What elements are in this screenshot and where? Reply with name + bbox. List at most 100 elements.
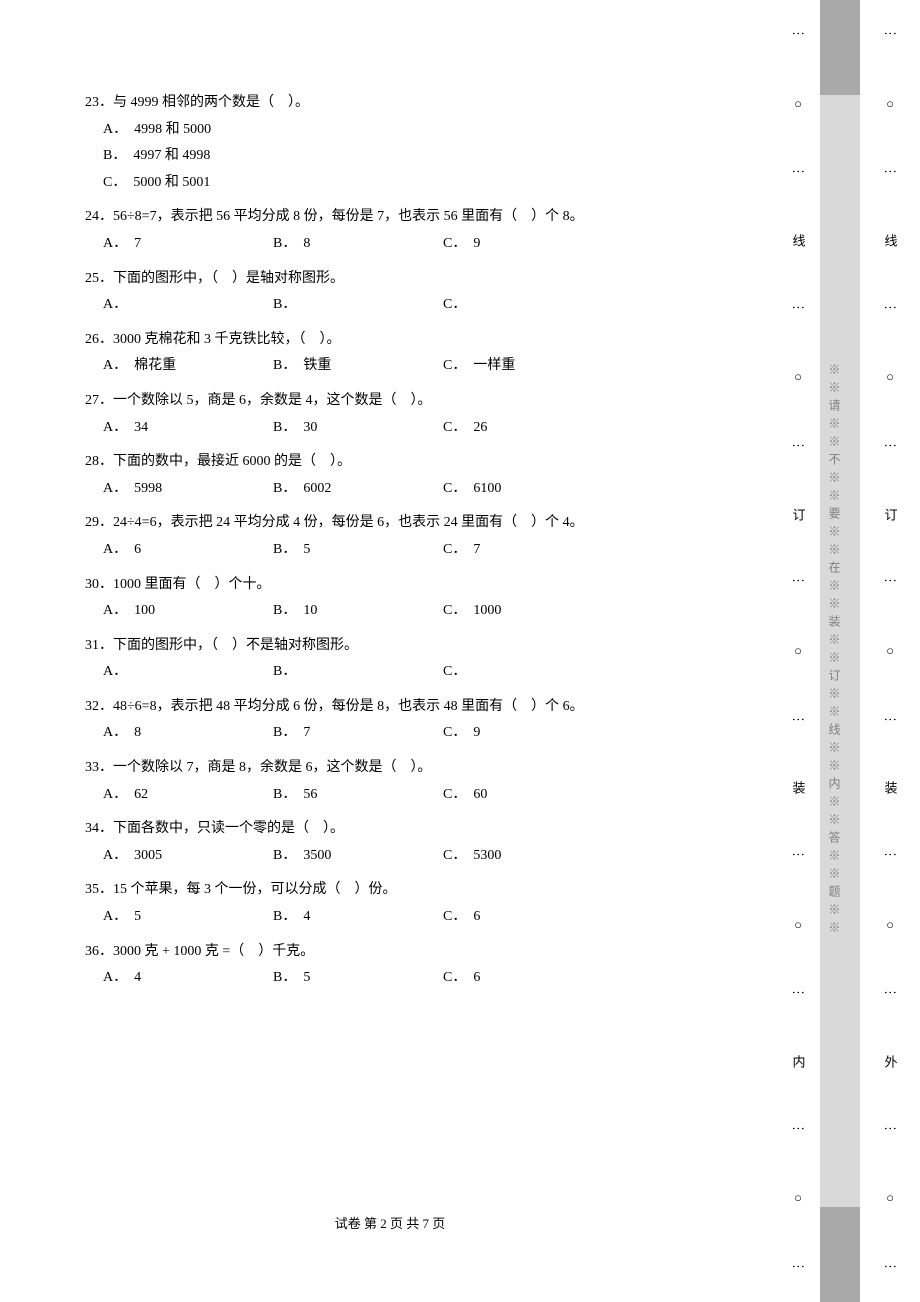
option-label: B． [273, 848, 289, 863]
margin-circle: ○ [886, 96, 894, 112]
page-footer: 试卷 第 2 页 共 7 页 [0, 1213, 780, 1232]
option-label: A． [103, 481, 120, 496]
margin-dots: ⋮ [882, 713, 898, 728]
margin-char: 订 [789, 508, 808, 521]
options-row: A． 6B． 5C． 7 [85, 537, 740, 564]
margin-dots: ⋮ [790, 27, 806, 42]
binding-margin: ※※请※※不※※要※※在※※装※※订※※线※※内※※答※※题※※ ⋮ ○ ⋮ 线 ⋮ ○ ⋮… [780, 0, 920, 1302]
option-text: 5300 [459, 848, 501, 863]
option-label: C． [443, 725, 459, 740]
option-text [459, 664, 473, 679]
option-text: 7 [120, 236, 141, 251]
option-label: C． [443, 236, 459, 251]
options-row: A． 5998B． 6002C． 6100 [85, 476, 740, 503]
option-text: 30 [289, 420, 317, 435]
margin-dots: ⋮ [790, 574, 806, 589]
options-row: A． 4B． 5C． 6 [85, 965, 740, 992]
margin-char: 装 [881, 781, 900, 794]
option-c: C． 7 [443, 537, 613, 564]
question-33: 33．一个数除以 7，商是 8，余数是 6，这个数是（ ）。A． 62B． 56… [85, 755, 740, 808]
option-text: 9 [459, 236, 480, 251]
option-text: 34 [120, 420, 148, 435]
option-a: A． 5 [103, 904, 273, 931]
option-text: 56 [289, 787, 317, 802]
option-text: 7 [289, 725, 310, 740]
option-label: A． [103, 970, 120, 985]
option-b: B． 3500 [273, 843, 443, 870]
option-b: B． 5 [273, 965, 443, 992]
margin-char: 外 [881, 1055, 900, 1068]
question-text: 26．3000 克棉花和 3 千克铁比较，（ ）。 [85, 327, 740, 354]
option-b: B． 5 [273, 537, 443, 564]
question-text: 29．24÷4=6，表示把 24 平均分成 4 份，每份是 6，也表示 24 里… [85, 510, 740, 537]
option-text: 一样重 [459, 358, 515, 373]
option-text: 4 [289, 909, 310, 924]
options-row: A． 4998 和 5000B． 4997 和 4998C． 5000 和 50… [85, 117, 740, 197]
option-label: B． [273, 236, 289, 251]
binding-warning-text: ※※请※※不※※要※※在※※装※※订※※线※※内※※答※※题※※ [826, 363, 843, 939]
option-c: C． 6 [443, 965, 613, 992]
question-23: 23．与 4999 相邻的两个数是（ ）。A． 4998 和 5000B． 49… [85, 90, 740, 196]
question-text: 32．48÷6=8，表示把 48 平均分成 6 份，每份是 8，也表示 48 里… [85, 694, 740, 721]
option-a: A． 6 [103, 537, 273, 564]
option-text: 铁重 [289, 358, 331, 373]
question-34: 34．下面各数中，只读一个零的是（ ）。A． 3005B． 3500C． 530… [85, 816, 740, 869]
option-b: B． 4 [273, 904, 443, 931]
question-list: 23．与 4999 相邻的两个数是（ ）。A． 4998 和 5000B． 49… [0, 0, 780, 1040]
options-row: A． 3005B． 3500C． 5300 [85, 843, 740, 870]
option-text [120, 297, 134, 312]
margin-dots: ⋮ [790, 1260, 806, 1275]
option-text: 26 [459, 420, 487, 435]
question-text: 33．一个数除以 7，商是 8，余数是 6，这个数是（ ）。 [85, 755, 740, 782]
option-label: A． [103, 725, 120, 740]
options-row: A． 7B． 8C． 9 [85, 231, 740, 258]
question-25: 25．下面的图形中，（ ）是轴对称图形。A． B． C． [85, 266, 740, 319]
option-text: 60 [459, 787, 487, 802]
option-text: 棉花重 [120, 358, 176, 373]
option-label: B． [273, 970, 289, 985]
question-text: 27．一个数除以 5，商是 6，余数是 4，这个数是（ ）。 [85, 388, 740, 415]
margin-char: 线 [881, 234, 900, 247]
margin-dots: ⋮ [882, 986, 898, 1001]
option-label: B． [273, 481, 289, 496]
option-label: A． [103, 603, 120, 618]
option-b: B． 8 [273, 231, 443, 258]
option-label: A． [103, 848, 120, 863]
margin-dots: ⋮ [882, 439, 898, 454]
option-text [289, 297, 303, 312]
option-label: C． [443, 848, 459, 863]
option-b: B． [273, 659, 443, 686]
margin-dots: ⋮ [790, 848, 806, 863]
option-a: A． 7 [103, 231, 273, 258]
margin-circle: ○ [886, 369, 894, 385]
options-row: A． 8B． 7C． 9 [85, 720, 740, 747]
question-27: 27．一个数除以 5，商是 6，余数是 4，这个数是（ ）。A． 34B． 30… [85, 388, 740, 441]
margin-strip-inner: ⋮○⋮线⋮○⋮订⋮○⋮装⋮○⋮内⋮○⋮ [788, 0, 808, 1302]
option-c: C． 6100 [443, 476, 613, 503]
option-b: B． 56 [273, 782, 443, 809]
options-row: A． B． C． [85, 292, 740, 319]
question-24: 24．56÷8=7，表示把 56 平均分成 8 份，每份是 7，也表示 56 里… [85, 204, 740, 257]
option-a: A． 4 [103, 965, 273, 992]
question-36: 36．3000 克 + 1000 克 =（ ）千克。A． 4B． 5C． 6 [85, 939, 740, 992]
option-c: C． 1000 [443, 598, 613, 625]
options-row: A． 100B． 10C． 1000 [85, 598, 740, 625]
option-text [120, 664, 134, 679]
option-label: B． [273, 664, 289, 679]
margin-dots: ⋮ [882, 27, 898, 42]
option-label: A． [103, 664, 120, 679]
question-32: 32．48÷6=8，表示把 48 平均分成 6 份，每份是 8，也表示 48 里… [85, 694, 740, 747]
question-text: 35．15 个苹果，每 3 个一份，可以分成（ ）份。 [85, 877, 740, 904]
margin-char: 装 [789, 781, 808, 794]
margin-dots: ⋮ [790, 439, 806, 454]
option-text: 6 [459, 909, 480, 924]
option-label: B． [273, 358, 289, 373]
option-label: A． [103, 542, 120, 557]
option-text: 4997 和 4998 [119, 148, 210, 163]
option-text: 4 [120, 970, 141, 985]
option-label: B． [273, 787, 289, 802]
option-text: 100 [120, 603, 155, 618]
option-text: 10 [289, 603, 317, 618]
option-label: C． [443, 970, 459, 985]
margin-char: 内 [789, 1055, 808, 1068]
